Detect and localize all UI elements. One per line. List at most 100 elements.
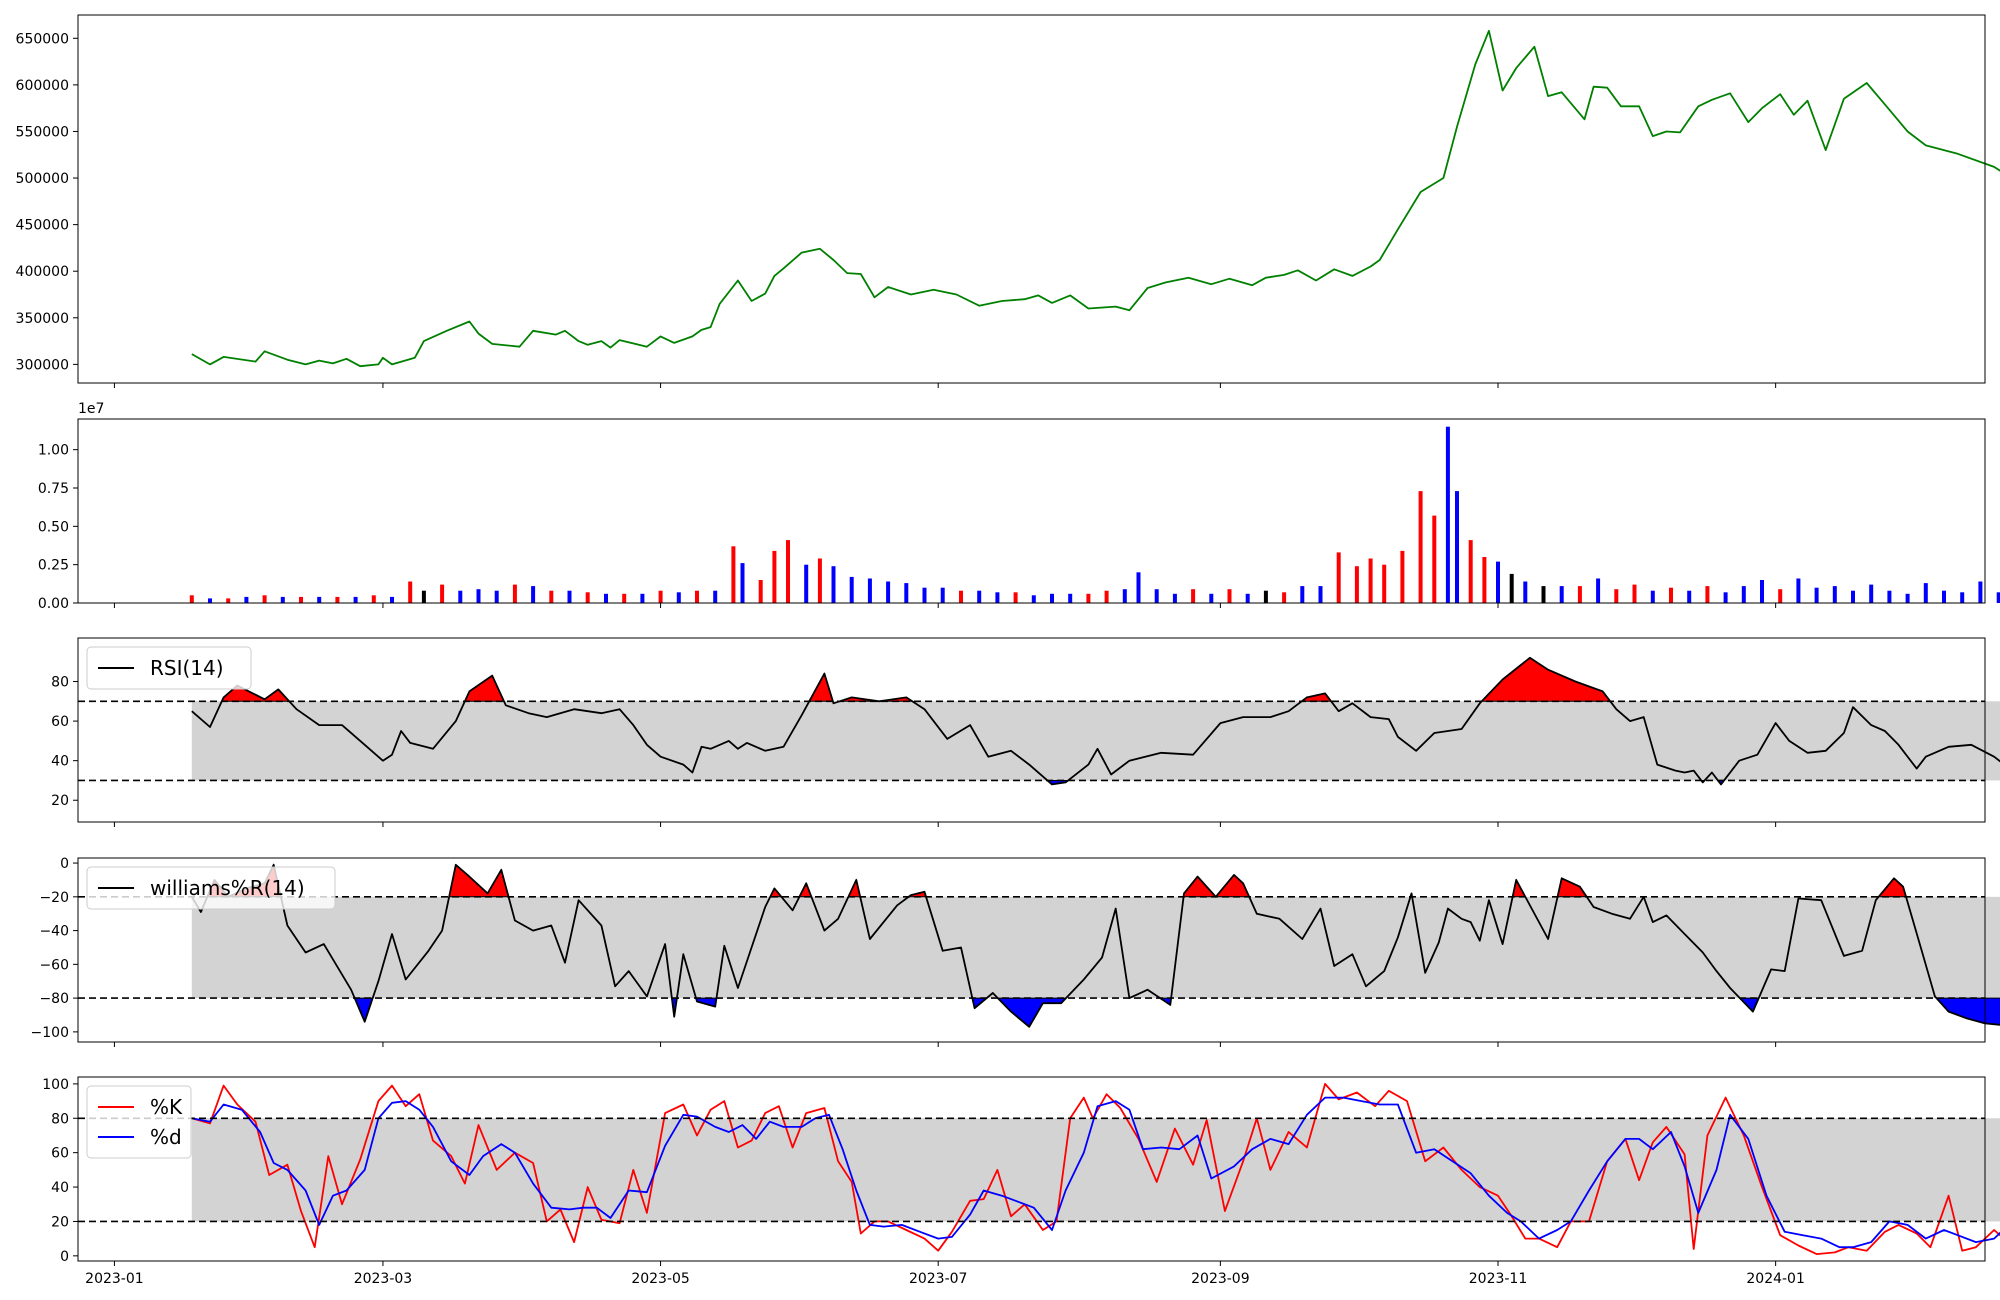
- volume-bar: [299, 596, 303, 603]
- volume-bar: [817, 558, 822, 603]
- volume-bar: [1227, 589, 1232, 603]
- stochastic-legend: %K %d: [86, 1085, 192, 1159]
- volume-bar: [1814, 587, 1819, 603]
- volume-bar: [1869, 584, 1874, 603]
- rsi-legend-box: [86, 646, 252, 690]
- price-ytick-label: 550000: [16, 124, 69, 140]
- volume-bar: [226, 598, 231, 603]
- volume-bar: [1832, 586, 1837, 603]
- volume-bar: [1455, 491, 1459, 603]
- volume-bar: [1596, 578, 1601, 603]
- volume-ytick-label: 0.75: [38, 481, 69, 497]
- price-axes-frame: [77, 14, 1986, 384]
- volume-bar: [208, 598, 212, 603]
- williams-oversold-fill: [1935, 997, 2000, 1026]
- volume-bar: [1318, 586, 1323, 603]
- stochastic-panel: 0 20 40 60 80 100 2023-01 2023-03 2023-05 2023-07…: [42, 1076, 2000, 1287]
- xtick-label: 2023-01: [85, 1271, 144, 1287]
- volume-bar: [867, 578, 872, 603]
- volume-bar: [1482, 557, 1487, 603]
- volume-bar: [1432, 515, 1437, 603]
- williams-ytick-label: −60: [39, 957, 69, 973]
- volume-bar: [1154, 589, 1159, 603]
- volume-bar: [1778, 589, 1783, 603]
- volume-bar: [786, 540, 790, 603]
- stochastic-ytick-label: 80: [51, 1111, 69, 1127]
- volume-bar: [1614, 589, 1619, 603]
- stochastic-legend-box: [86, 1085, 192, 1159]
- price-ytick-label: 350000: [16, 311, 69, 327]
- volume-bar: [1942, 590, 1946, 603]
- volume-bar: [622, 593, 627, 603]
- volume-bar: [1632, 584, 1637, 603]
- williams-line: [191, 863, 2000, 1028]
- rsi-overbought-fill: [1480, 657, 1612, 702]
- rsi-line: [191, 656, 2000, 786]
- volume-bar: [549, 590, 554, 603]
- rsi-axes-frame: [77, 637, 1986, 823]
- volume-bar: [585, 592, 590, 603]
- volume-bar: [831, 566, 836, 603]
- price-ytick-label: 300000: [16, 357, 69, 373]
- volume-bar: [1300, 586, 1305, 603]
- rsi-legend-label: RSI(14): [150, 656, 224, 680]
- volume-bar: [1851, 590, 1855, 603]
- volume-panel: 0.00 0.25 0.50 0.75 1.00 1e7: [38, 401, 2000, 612]
- volume-bar: [772, 550, 777, 603]
- volume-bar: [1760, 580, 1764, 603]
- price-ytick-label: 500000: [16, 171, 69, 187]
- volume-bar: [1263, 590, 1268, 603]
- volume-bar: [1723, 592, 1728, 603]
- volume-bar: [476, 589, 481, 603]
- rsi-ytick-label: 20: [51, 793, 69, 809]
- volume-bar: [695, 590, 699, 603]
- volume-bar: [1559, 586, 1564, 603]
- volume-bar: [959, 590, 963, 603]
- stochastic-d-line: [191, 1096, 2000, 1249]
- xtick-label: 2023-07: [909, 1271, 968, 1287]
- volume-bar: [390, 596, 394, 603]
- price-ytick-label: 650000: [16, 31, 69, 47]
- price-ytick-label: 600000: [16, 78, 69, 94]
- stochastic-ytick-label: 20: [51, 1214, 69, 1230]
- xtick-label: 2024-01: [1746, 1271, 1805, 1287]
- volume-bar: [335, 596, 340, 603]
- volume-bar: [421, 590, 426, 603]
- xtick-label: 2023-03: [354, 1271, 413, 1287]
- volume-bar: [731, 546, 736, 603]
- williams-legend: williams%R(14): [86, 866, 336, 910]
- volume-bar: [1523, 581, 1528, 603]
- volume-bar: [189, 595, 194, 603]
- volume-bar: [280, 596, 285, 603]
- volume-bar: [1887, 590, 1892, 603]
- williams-ytick-label: −20: [39, 890, 69, 906]
- volume-bar: [440, 584, 445, 603]
- williams-neutral-band: [191, 896, 2000, 999]
- stochastic-ytick-label: 60: [51, 1146, 69, 1162]
- volume-ytick-label: 0.25: [38, 558, 69, 574]
- williams-ytick-label: −80: [39, 991, 69, 1007]
- williams-legend-box: [86, 866, 336, 910]
- volume-bar: [995, 592, 1000, 603]
- volume-bar: [940, 587, 945, 603]
- rsi-legend: RSI(14): [86, 646, 252, 690]
- volume-bar: [1086, 593, 1091, 603]
- volume-bar: [1282, 592, 1287, 603]
- volume-bar: [1978, 581, 1983, 603]
- williams-panel: −100 −80 −60 −40 −20 0 williams%R(14): [31, 856, 2000, 1047]
- xtick-label: 2023-09: [1191, 1271, 1250, 1287]
- volume-bar: [1705, 586, 1710, 603]
- volume-bar: [1509, 573, 1514, 603]
- rsi-neutral-band: [191, 701, 2000, 781]
- williams-legend-label: williams%R(14): [150, 876, 305, 900]
- volume-bar: [1013, 592, 1018, 603]
- volume-ytick-label: 1.00: [38, 443, 69, 459]
- volume-bar: [1209, 593, 1214, 603]
- volume-bar: [904, 583, 909, 603]
- volume-bar: [740, 563, 745, 603]
- volume-bar: [1468, 540, 1473, 603]
- volume-bar: [1068, 593, 1073, 603]
- stochastic-ytick-label: 0: [60, 1249, 69, 1265]
- xtick-label: 2023-05: [631, 1271, 690, 1287]
- volume-bar: [531, 586, 536, 603]
